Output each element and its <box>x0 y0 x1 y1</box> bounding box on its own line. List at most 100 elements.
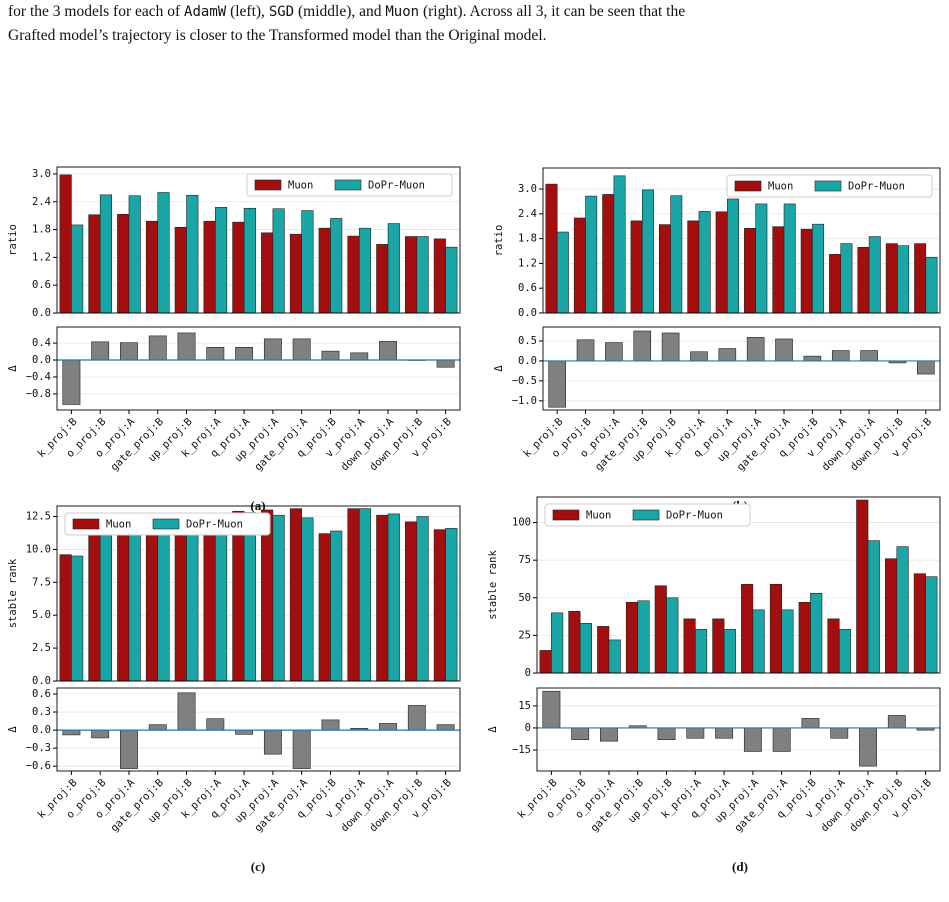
bar <box>605 342 623 362</box>
bar <box>579 623 592 674</box>
bar <box>556 231 569 314</box>
bar <box>272 208 285 314</box>
legend-label: Muon <box>768 181 793 193</box>
bar <box>62 729 81 736</box>
y-tick-label: 0.0 <box>32 354 51 366</box>
y-tick-label: 1.2 <box>32 251 51 263</box>
bar <box>741 583 754 674</box>
plot-frame <box>536 687 941 772</box>
bar <box>289 508 302 682</box>
plot-frame <box>542 326 941 411</box>
bar <box>625 601 639 674</box>
bar <box>376 514 389 682</box>
bar <box>752 609 765 674</box>
bar <box>206 718 225 731</box>
bar <box>416 236 429 314</box>
y-tick-label: 0 <box>525 722 531 734</box>
y-tick-label: 75 <box>518 554 531 566</box>
y-tick-label: −0.8 <box>26 388 51 400</box>
bar <box>723 629 736 674</box>
bar <box>715 727 734 739</box>
bar <box>772 727 791 752</box>
bar <box>548 360 566 408</box>
plot-frame <box>542 167 941 314</box>
bar <box>88 524 101 682</box>
y-tick-label: 100 <box>512 517 531 529</box>
bar <box>117 213 130 314</box>
bar <box>174 226 187 314</box>
y-axis-label: ratio <box>7 224 19 256</box>
bar <box>405 236 418 314</box>
bar <box>896 546 909 674</box>
bar <box>658 224 671 314</box>
legend-swatch <box>632 509 660 521</box>
bar <box>914 243 927 314</box>
bar <box>801 718 820 729</box>
bar <box>545 183 558 314</box>
bar <box>235 729 254 735</box>
paragraph: for the 3 models for each of AdamW (left… <box>8 0 943 48</box>
y-tick-label: 25 <box>518 629 531 641</box>
y-tick-label: 0.6 <box>518 282 537 294</box>
bar <box>867 540 880 674</box>
bar <box>657 727 676 741</box>
text: (middle), and <box>294 3 386 20</box>
legend-swatch <box>552 509 580 521</box>
bar <box>62 359 81 405</box>
bar <box>243 512 256 682</box>
y-tick-label: 50 <box>518 592 531 604</box>
bar <box>746 337 765 362</box>
bar <box>215 207 228 314</box>
bar <box>800 228 813 314</box>
panel-caption: (c) <box>251 859 265 874</box>
panel-caption: (a) <box>250 498 265 513</box>
y-axis-label: Δ <box>7 365 19 372</box>
bar <box>686 727 705 739</box>
bar <box>321 350 340 361</box>
bar <box>433 529 446 682</box>
bar <box>925 256 938 314</box>
bar <box>177 692 196 731</box>
bar <box>633 330 652 362</box>
y-tick-label: −0.4 <box>26 371 51 383</box>
legend-swatch <box>254 179 282 191</box>
y-tick-label: 1.8 <box>518 233 537 245</box>
bar <box>830 727 849 739</box>
y-tick-label: 15 <box>518 700 531 712</box>
bar <box>868 236 881 314</box>
bar <box>885 243 898 314</box>
bar <box>585 195 598 314</box>
bar <box>91 729 110 739</box>
bar <box>148 335 167 361</box>
bar <box>117 513 130 682</box>
y-axis-label: Δ <box>493 365 505 372</box>
bar <box>186 194 199 314</box>
bar <box>235 347 254 361</box>
bar <box>630 220 643 314</box>
plot-frame <box>536 496 941 674</box>
y-tick-label: 0.0 <box>32 724 51 736</box>
y-tick-label: 0.0 <box>32 675 51 687</box>
bar <box>683 618 696 674</box>
bar <box>318 227 331 314</box>
y-tick-label: 0.6 <box>32 279 51 291</box>
legend-swatch <box>334 179 362 191</box>
bar <box>148 724 167 731</box>
bar <box>743 727 762 752</box>
bar <box>829 254 842 314</box>
bar <box>602 194 615 314</box>
legend: Muon DoPr-Muon <box>64 512 271 536</box>
bar <box>838 629 852 674</box>
legend-swatch <box>72 518 100 530</box>
bar <box>145 220 159 314</box>
bar <box>810 592 823 674</box>
bar <box>831 350 850 362</box>
bar <box>744 228 756 314</box>
bar <box>157 192 170 314</box>
bar <box>798 601 811 674</box>
y-tick-label: 0.0 <box>32 307 51 319</box>
y-tick-label: 3.0 <box>518 183 537 195</box>
bar <box>666 597 679 674</box>
bar <box>571 727 590 741</box>
